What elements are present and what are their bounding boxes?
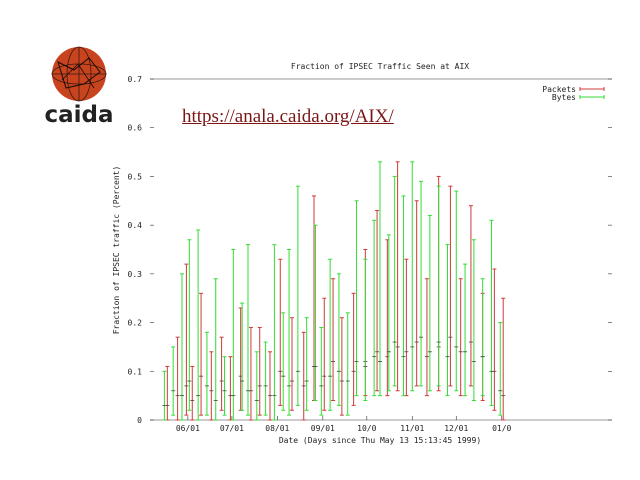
y-axis: 0 0.1 0.2 0.3 0.4 0.5 0.6 0.7 (128, 75, 612, 425)
legend-label: Packets (542, 85, 576, 94)
y-tick-label: 0.2 (128, 319, 143, 328)
x-axis-label: Date (Days since Thu May 13 15:13:45 199… (279, 436, 481, 445)
x-tick-label: 12/01 (444, 424, 468, 433)
y-tick-label: 0.3 (128, 270, 143, 279)
y-tick-label: 0.4 (128, 221, 143, 230)
x-tick-label: 07/01 (220, 424, 244, 433)
x-tick-label: 08/01 (265, 424, 289, 433)
aix-link[interactable]: https://anala.caida.org/AIX/ (182, 106, 394, 127)
y-axis-label: Fraction of IPSEC traffic (Percent) (112, 166, 121, 335)
x-tick-label: 11/01 (400, 424, 424, 433)
series-packets (165, 161, 506, 421)
caida-logo: caida (44, 46, 114, 128)
logo-text: caida (44, 102, 113, 128)
x-tick-label: 09/01 (311, 424, 335, 433)
x-tick-label: 10/0 (357, 424, 376, 433)
y-tick-label: 0.1 (128, 367, 143, 376)
y-tick-label: 0.7 (128, 75, 143, 84)
y-tick-label: 0 (137, 416, 142, 425)
series-bytes (162, 161, 503, 421)
x-tick-label: 06/01 (176, 424, 200, 433)
chart-marks (162, 161, 506, 421)
y-tick-label: 0.5 (128, 172, 143, 181)
chart-title: Fraction of IPSEC Traffic Seen at AIX (291, 62, 469, 71)
y-tick-label: 0.6 (128, 124, 143, 133)
x-axis: 06/01 07/01 08/01 09/01 10/0 11/01 12/01 01/0 (176, 416, 512, 433)
globe-icon (51, 46, 107, 102)
plot-frame (150, 78, 612, 421)
legend-label: Bytes (552, 93, 576, 102)
x-tick-label: 01/0 (492, 424, 511, 433)
